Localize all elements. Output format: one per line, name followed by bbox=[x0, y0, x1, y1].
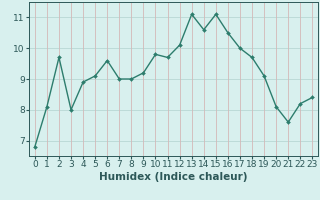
X-axis label: Humidex (Indice chaleur): Humidex (Indice chaleur) bbox=[99, 172, 248, 182]
